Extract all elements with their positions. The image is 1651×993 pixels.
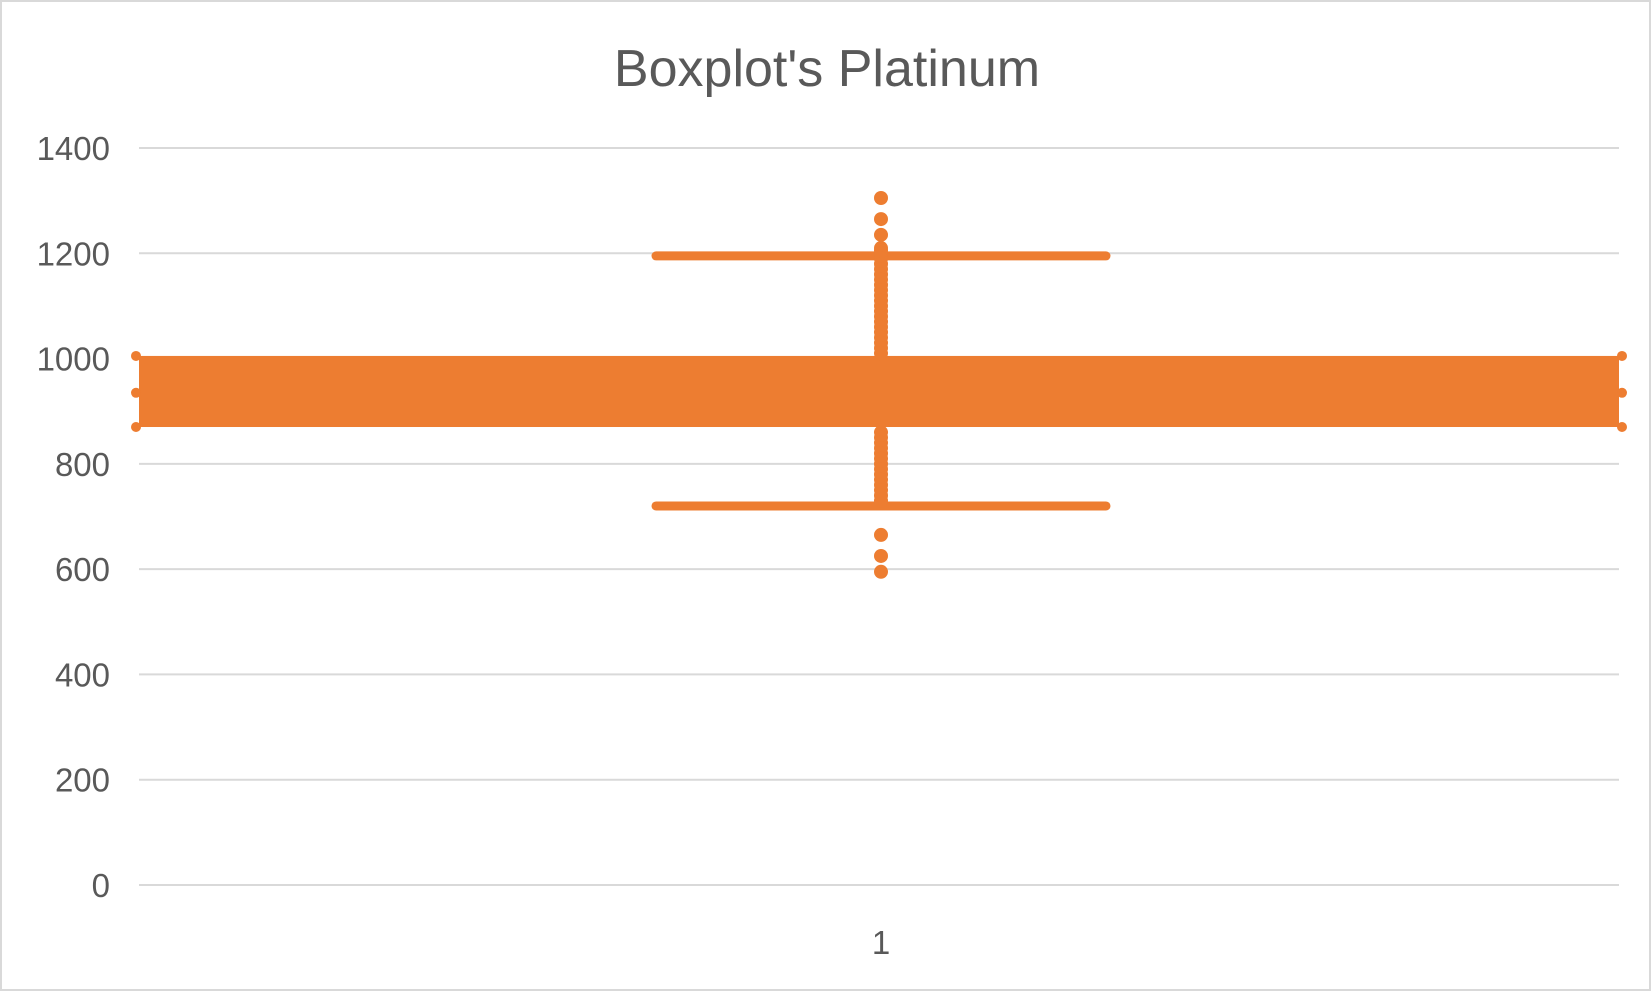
x-axis: 1 bbox=[872, 924, 890, 961]
data-point bbox=[874, 227, 888, 242]
y-tick-label: 1200 bbox=[37, 235, 110, 272]
data-point bbox=[874, 493, 888, 508]
x-tick-label: 1 bbox=[872, 924, 890, 961]
y-axis: 0 200 400 600 800 1000 1200 1400 bbox=[37, 130, 110, 904]
box-edge-marker-right bbox=[1617, 422, 1627, 433]
y-tick-label: 1000 bbox=[37, 341, 110, 378]
data-point bbox=[874, 346, 888, 361]
box-edge-marker-left bbox=[131, 422, 141, 433]
y-tick-label: 800 bbox=[55, 446, 110, 483]
box-body bbox=[139, 355, 1619, 428]
box-edge-marker-right bbox=[1617, 387, 1627, 398]
data-point bbox=[874, 191, 888, 206]
data-point bbox=[874, 564, 888, 579]
chart-title: Boxplot's Platinum bbox=[614, 40, 1040, 98]
y-tick-label: 200 bbox=[55, 762, 110, 799]
y-tick-label: 0 bbox=[92, 867, 110, 904]
data-point bbox=[874, 212, 888, 227]
data-point bbox=[874, 548, 888, 563]
y-tick-label: 400 bbox=[55, 656, 110, 693]
data-point bbox=[874, 527, 888, 542]
y-tick-label: 1400 bbox=[37, 130, 110, 167]
data-points bbox=[874, 191, 888, 579]
y-tick-label: 600 bbox=[55, 551, 110, 588]
box-edge-marker-left bbox=[131, 350, 141, 361]
box-edge-marker-left bbox=[131, 387, 141, 398]
box-edge-marker-right bbox=[1617, 350, 1627, 361]
